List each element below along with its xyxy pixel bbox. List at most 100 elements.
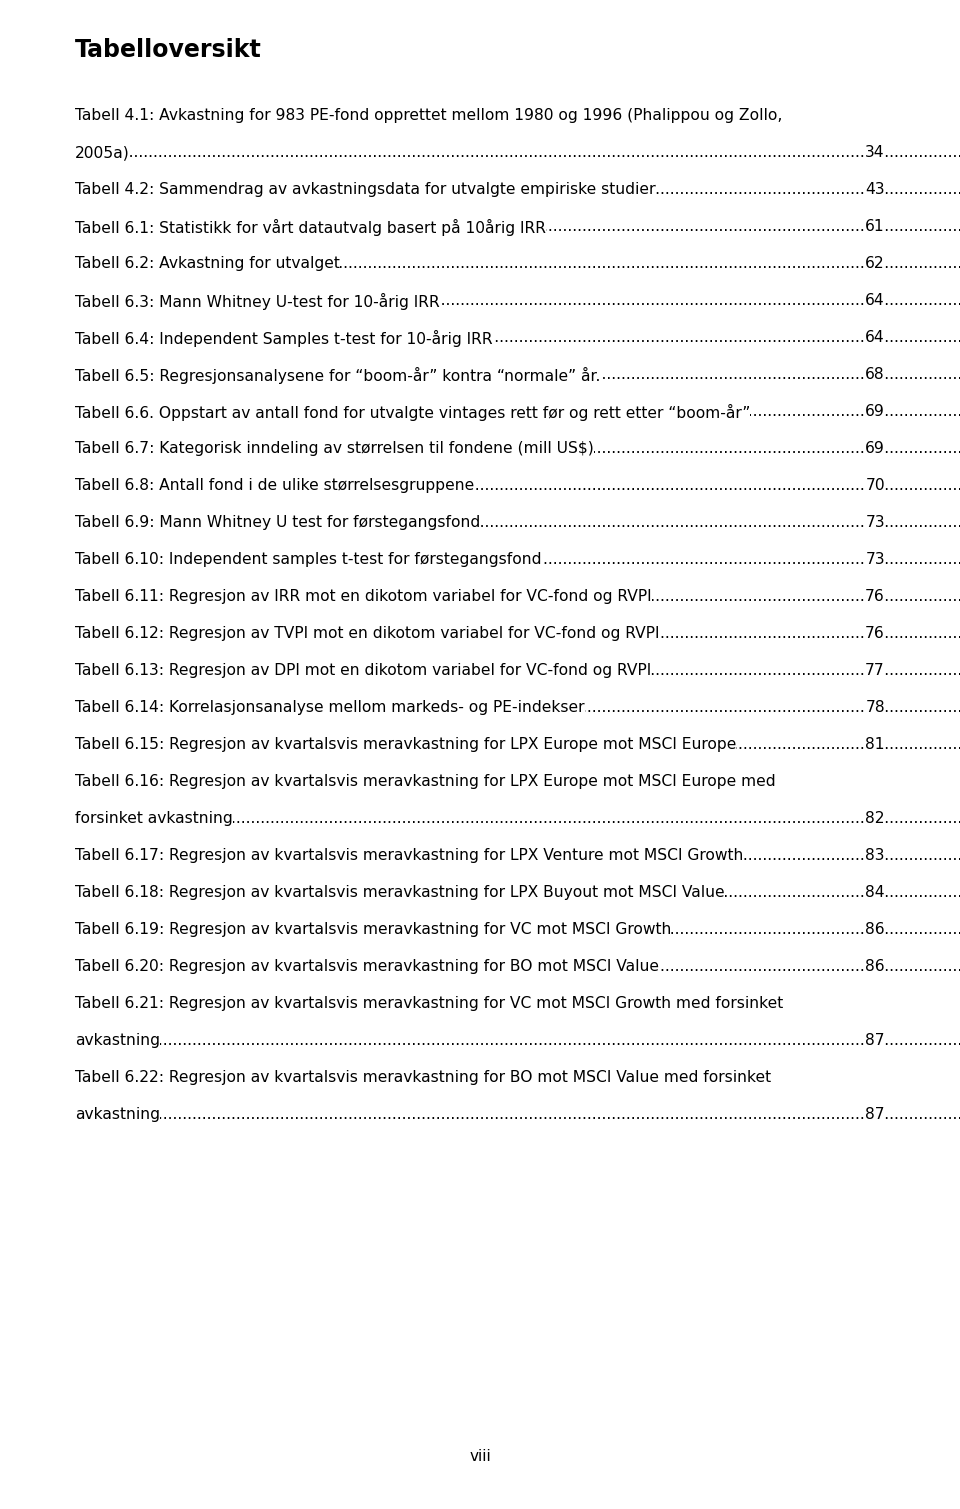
Text: Tabell 6.17: Regresjon av kvartalsvis meravkastning for LPX Venture mot MSCI Gro: Tabell 6.17: Regresjon av kvartalsvis me… <box>75 848 743 863</box>
Text: ................................................................................: ........................................… <box>75 1108 960 1123</box>
Text: 76: 76 <box>865 589 885 604</box>
Text: Tabell 6.5: Regresjonsanalysene for “boom-år” kontra “normale” år.: Tabell 6.5: Regresjonsanalysene for “boo… <box>75 367 600 383</box>
Text: Tabell 6.2: Avkastning for utvalget: Tabell 6.2: Avkastning for utvalget <box>75 257 340 272</box>
Text: Tabell 4.2: Sammendrag av avkastningsdata for utvalgte empiriske studier: Tabell 4.2: Sammendrag av avkastningsdat… <box>75 183 656 198</box>
Text: ................................................................................: ........................................… <box>75 515 960 530</box>
Text: Tabell 6.2: Avkastning for utvalget: Tabell 6.2: Avkastning for utvalget <box>75 257 340 272</box>
Text: Tabell 6.8: Antall fond i de ulike størrelsesgruppene: Tabell 6.8: Antall fond i de ulike størr… <box>75 478 474 493</box>
Text: 70: 70 <box>865 478 885 493</box>
Text: 64: 64 <box>865 330 885 346</box>
Text: 87: 87 <box>865 1034 885 1047</box>
Text: forsinket avkastning: forsinket avkastning <box>75 810 232 825</box>
Text: Tabell 6.3: Mann Whitney U-test for 10-årig IRR: Tabell 6.3: Mann Whitney U-test for 10-å… <box>75 293 440 309</box>
Text: ................................................................................: ........................................… <box>75 404 960 420</box>
Text: Tabell 6.16: Regresjon av kvartalsvis meravkastning for LPX Europe mot MSCI Euro: Tabell 6.16: Regresjon av kvartalsvis me… <box>75 774 776 789</box>
Text: ................................................................................: ........................................… <box>75 736 960 751</box>
Text: Tabell 6.14: Korrelasjonsanalyse mellom markeds- og PE-indekser: Tabell 6.14: Korrelasjonsanalyse mellom … <box>75 700 585 715</box>
Text: Tabell 6.10: Independent samples t-test for førstegangsfond: Tabell 6.10: Independent samples t-test … <box>75 552 541 567</box>
Text: avkastning: avkastning <box>75 1034 160 1047</box>
Text: Tabell 4.2: Sammendrag av avkastningsdata for utvalgte empiriske studier: Tabell 4.2: Sammendrag av avkastningsdat… <box>75 183 656 198</box>
Text: 81: 81 <box>866 736 885 751</box>
Text: 64: 64 <box>865 293 885 308</box>
Text: 61: 61 <box>865 219 885 234</box>
Text: Tabell 6.10: Independent samples t-test for førstegangsfond: Tabell 6.10: Independent samples t-test … <box>75 552 541 567</box>
Text: Tabell 6.18: Regresjon av kvartalsvis meravkastning for LPX Buyout mot MSCI Valu: Tabell 6.18: Regresjon av kvartalsvis me… <box>75 884 725 899</box>
Text: 84: 84 <box>865 884 885 899</box>
Text: 2005a): 2005a) <box>75 145 130 160</box>
Text: ................................................................................: ........................................… <box>75 884 960 899</box>
Text: 73: 73 <box>865 552 885 567</box>
Text: ................................................................................: ........................................… <box>75 662 960 678</box>
Text: Tabell 6.19: Regresjon av kvartalsvis meravkastning for VC mot MSCI Growth: Tabell 6.19: Regresjon av kvartalsvis me… <box>75 922 671 937</box>
Text: Tabell 6.20: Regresjon av kvartalsvis meravkastning for BO mot MSCI Value: Tabell 6.20: Regresjon av kvartalsvis me… <box>75 960 659 973</box>
Text: ................................................................................: ........................................… <box>75 922 960 937</box>
Text: ................................................................................: ........................................… <box>75 848 960 863</box>
Text: Tabell 6.11: Regresjon av IRR mot en dikotom variabel for VC-fond og RVPI: Tabell 6.11: Regresjon av IRR mot en dik… <box>75 589 652 604</box>
Text: Tabell 6.4: Independent Samples t-test for 10-årig IRR: Tabell 6.4: Independent Samples t-test f… <box>75 330 492 347</box>
Text: ................................................................................: ........................................… <box>75 441 960 456</box>
Text: viii: viii <box>469 1449 491 1464</box>
Text: Tabell 6.22: Regresjon av kvartalsvis meravkastning for BO mot MSCI Value med fo: Tabell 6.22: Regresjon av kvartalsvis me… <box>75 1070 771 1085</box>
Text: Tabell 6.22: Regresjon av kvartalsvis meravkastning for BO mot MSCI Value med fo: Tabell 6.22: Regresjon av kvartalsvis me… <box>75 1070 771 1085</box>
Text: Tabell 6.17: Regresjon av kvartalsvis meravkastning for LPX Venture mot MSCI Gro: Tabell 6.17: Regresjon av kvartalsvis me… <box>75 848 743 863</box>
Text: ................................................................................: ........................................… <box>75 219 960 234</box>
Text: ................................................................................: ........................................… <box>75 1034 960 1047</box>
Text: avkastning: avkastning <box>75 1034 160 1047</box>
Text: 73: 73 <box>865 515 885 530</box>
Text: 68: 68 <box>865 367 885 382</box>
Text: ................................................................................: ........................................… <box>75 330 960 346</box>
Text: avkastning: avkastning <box>75 1108 160 1123</box>
Text: Tabell 6.16: Regresjon av kvartalsvis meravkastning for LPX Europe mot MSCI Euro: Tabell 6.16: Regresjon av kvartalsvis me… <box>75 774 776 789</box>
Text: ................................................................................: ........................................… <box>75 145 960 160</box>
Text: ................................................................................: ........................................… <box>75 478 960 493</box>
Text: ................................................................................: ........................................… <box>75 960 960 973</box>
Text: Tabell 6.3: Mann Whitney U-test for 10-årig IRR: Tabell 6.3: Mann Whitney U-test for 10-å… <box>75 293 440 309</box>
Text: Tabell 6.11: Regresjon av IRR mot en dikotom variabel for VC-fond og RVPI: Tabell 6.11: Regresjon av IRR mot en dik… <box>75 589 652 604</box>
Text: 77: 77 <box>865 662 885 678</box>
Text: Tabell 6.15: Regresjon av kvartalsvis meravkastning for LPX Europe mot MSCI Euro: Tabell 6.15: Regresjon av kvartalsvis me… <box>75 736 736 751</box>
Text: ................................................................................: ........................................… <box>75 367 960 382</box>
Text: 34: 34 <box>865 145 885 160</box>
Text: Tabell 6.6. Oppstart av antall fond for utvalgte vintages rett før og rett etter: Tabell 6.6. Oppstart av antall fond for … <box>75 404 751 421</box>
Text: 2005a): 2005a) <box>75 145 130 160</box>
Text: Tabell 6.8: Antall fond i de ulike størrelsesgruppene: Tabell 6.8: Antall fond i de ulike størr… <box>75 478 474 493</box>
Text: Tabell 6.13: Regresjon av DPI mot en dikotom variabel for VC-fond og RVPI: Tabell 6.13: Regresjon av DPI mot en dik… <box>75 662 651 678</box>
Text: Tabell 6.1: Statistikk for vårt datautvalg basert på 10årig IRR: Tabell 6.1: Statistikk for vårt datautva… <box>75 219 546 235</box>
Text: 83: 83 <box>866 848 885 863</box>
Text: ................................................................................: ........................................… <box>75 626 960 641</box>
Text: Tabell 6.19: Regresjon av kvartalsvis meravkastning for VC mot MSCI Growth: Tabell 6.19: Regresjon av kvartalsvis me… <box>75 922 671 937</box>
Text: 43: 43 <box>865 183 885 198</box>
Text: Tabell 6.12: Regresjon av TVPI mot en dikotom variabel for VC-fond og RVPI: Tabell 6.12: Regresjon av TVPI mot en di… <box>75 626 660 641</box>
Text: ................................................................................: ........................................… <box>75 183 960 198</box>
Text: Tabell 6.21: Regresjon av kvartalsvis meravkastning for VC mot MSCI Growth med f: Tabell 6.21: Regresjon av kvartalsvis me… <box>75 996 783 1011</box>
Text: 69: 69 <box>865 441 885 456</box>
Text: ................................................................................: ........................................… <box>75 552 960 567</box>
Text: Tabell 6.7: Kategorisk inndeling av størrelsen til fondene (mill US$): Tabell 6.7: Kategorisk inndeling av stør… <box>75 441 593 456</box>
Text: 82: 82 <box>866 810 885 825</box>
Text: Tabell 6.1: Statistikk for vårt datautvalg basert på 10årig IRR: Tabell 6.1: Statistikk for vårt datautva… <box>75 219 546 235</box>
Text: Tabell 6.15: Regresjon av kvartalsvis meravkastning for LPX Europe mot MSCI Euro: Tabell 6.15: Regresjon av kvartalsvis me… <box>75 736 736 751</box>
Text: Tabell 6.21: Regresjon av kvartalsvis meravkastning for VC mot MSCI Growth med f: Tabell 6.21: Regresjon av kvartalsvis me… <box>75 996 783 1011</box>
Text: Tabell 6.9: Mann Whitney U test for førstegangsfond: Tabell 6.9: Mann Whitney U test for førs… <box>75 515 480 530</box>
Text: 69: 69 <box>865 404 885 420</box>
Text: Tabell 6.18: Regresjon av kvartalsvis meravkastning for LPX Buyout mot MSCI Valu: Tabell 6.18: Regresjon av kvartalsvis me… <box>75 884 725 899</box>
Text: 78: 78 <box>865 700 885 715</box>
Text: 86: 86 <box>865 922 885 937</box>
Text: Tabell 6.13: Regresjon av DPI mot en dikotom variabel for VC-fond og RVPI: Tabell 6.13: Regresjon av DPI mot en dik… <box>75 662 651 678</box>
Text: ................................................................................: ........................................… <box>75 700 960 715</box>
Text: Tabell 6.6. Oppstart av antall fond for utvalgte vintages rett før og rett etter: Tabell 6.6. Oppstart av antall fond for … <box>75 404 751 421</box>
Text: ................................................................................: ........................................… <box>75 589 960 604</box>
Text: Tabell 6.9: Mann Whitney U test for førstegangsfond: Tabell 6.9: Mann Whitney U test for førs… <box>75 515 480 530</box>
Text: Tabell 6.7: Kategorisk inndeling av størrelsen til fondene (mill US$): Tabell 6.7: Kategorisk inndeling av stør… <box>75 441 593 456</box>
Text: Tabell 6.5: Regresjonsanalysene for “boom-år” kontra “normale” år.: Tabell 6.5: Regresjonsanalysene for “boo… <box>75 367 600 383</box>
Text: Tabelloversikt: Tabelloversikt <box>75 38 262 62</box>
Text: Tabell 4.1: Avkastning for 983 PE-fond opprettet mellom 1980 og 1996 (Phalippou : Tabell 4.1: Avkastning for 983 PE-fond o… <box>75 109 782 124</box>
Text: Tabell 4.1: Avkastning for 983 PE-fond opprettet mellom 1980 og 1996 (Phalippou : Tabell 4.1: Avkastning for 983 PE-fond o… <box>75 109 782 124</box>
Text: Tabell 6.20: Regresjon av kvartalsvis meravkastning for BO mot MSCI Value: Tabell 6.20: Regresjon av kvartalsvis me… <box>75 960 659 973</box>
Text: 62: 62 <box>865 257 885 272</box>
Text: 76: 76 <box>865 626 885 641</box>
Text: ................................................................................: ........................................… <box>75 257 960 272</box>
Text: avkastning: avkastning <box>75 1108 160 1123</box>
Text: Tabell 6.14: Korrelasjonsanalyse mellom markeds- og PE-indekser: Tabell 6.14: Korrelasjonsanalyse mellom … <box>75 700 585 715</box>
Text: 86: 86 <box>865 960 885 973</box>
